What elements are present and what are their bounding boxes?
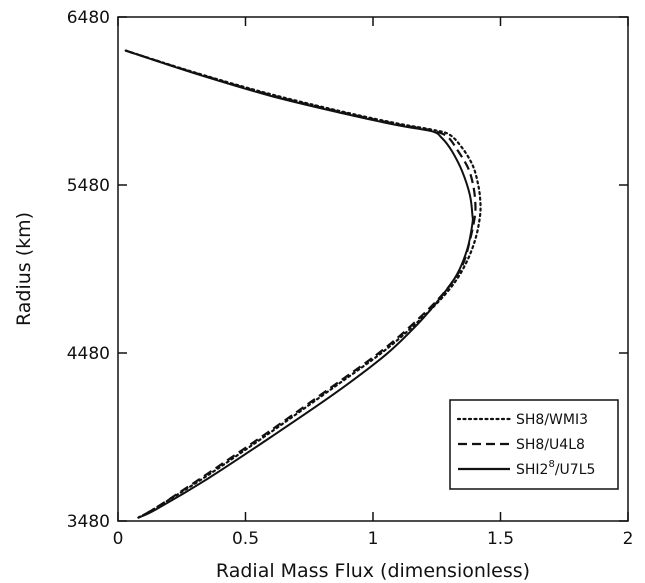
axis-ticks: 0 0.5 1 1.5 2 3480 4480 5480 6480 — [67, 8, 634, 549]
legend-label-text: SHI2 — [516, 462, 548, 478]
y-tick-label: 3480 — [67, 512, 110, 532]
series-layer — [124, 49, 482, 519]
legend-entry-label: SH8/WMI3 — [516, 412, 588, 428]
legend-label-text: SH8/WMI3 — [516, 412, 588, 428]
x-tick-label: 0 — [113, 529, 124, 549]
y-tick-label: 6480 — [67, 8, 110, 28]
legend-label-superscript: 8 — [548, 459, 554, 470]
x-tick-label: 0.5 — [232, 529, 259, 549]
x-axis-label: Radial Mass Flux (dimensionless) — [216, 560, 530, 582]
y-tick-label: 4480 — [67, 344, 110, 364]
x-tick-label: 1.5 — [487, 529, 514, 549]
x-tick-label: 1 — [368, 529, 379, 549]
legend: SH8/WMI3 SH8/U4L8 SHI28/U7L5 — [449, 399, 619, 490]
series-line-dashed — [125, 49, 477, 519]
x-tick-label: 2 — [623, 529, 634, 549]
legend-label-suffix: /U7L5 — [555, 462, 596, 478]
series-line-solid — [125, 49, 474, 519]
legend-label-text: SH8/U4L8 — [516, 437, 585, 453]
legend-entry-label: SHI28/U7L5 — [516, 459, 595, 478]
series-line-dotted — [124, 49, 482, 519]
y-axis-label: Radius (km) — [13, 212, 35, 326]
legend-entry-label: SH8/U4L8 — [516, 437, 585, 453]
y-tick-label: 5480 — [67, 176, 110, 196]
